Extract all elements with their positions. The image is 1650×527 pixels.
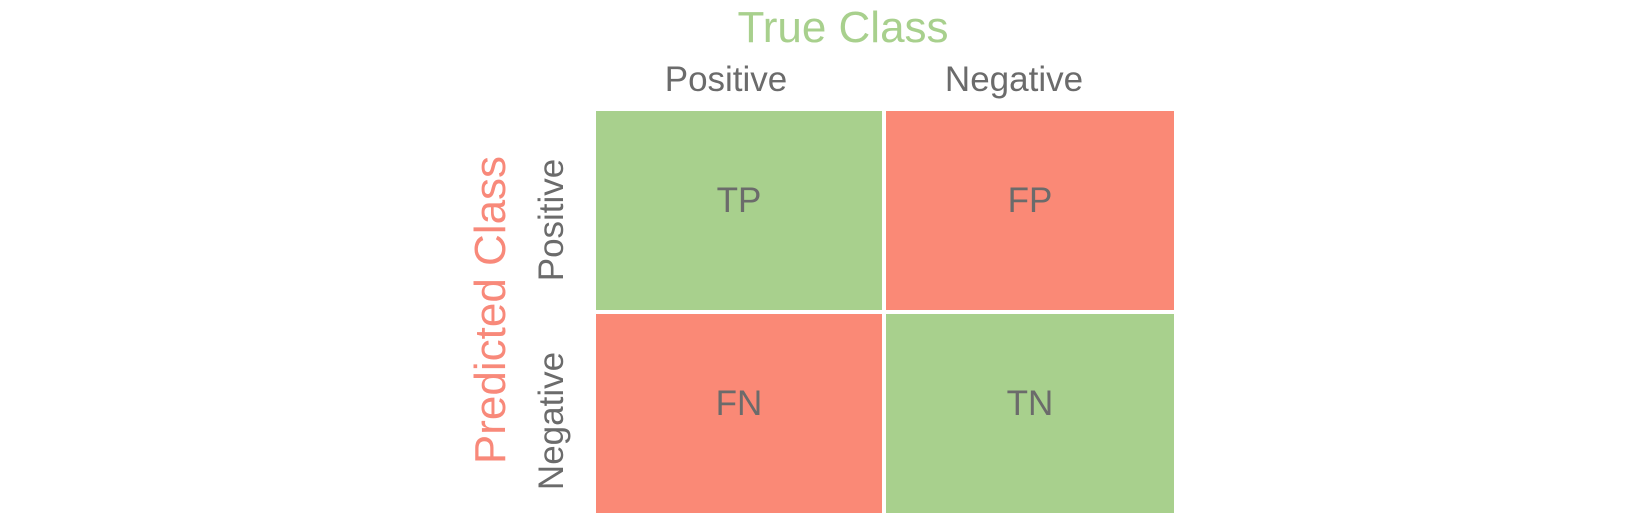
cell-true-positive: TP [596, 111, 882, 310]
cell-true-negative: TN [886, 314, 1174, 513]
cell-false-positive: FP [886, 111, 1174, 310]
true-class-title: True Class [737, 3, 949, 52]
row-header-positive: Positive [532, 158, 571, 282]
column-header-negative: Negative [944, 60, 1084, 99]
column-header-positive: Positive [664, 60, 788, 99]
predicted-class-title: Predicted Class [466, 155, 515, 465]
matrix-grid: TP FP FN TN [596, 111, 1174, 513]
cell-false-negative: FN [596, 314, 882, 513]
row-header-negative: Negative [532, 351, 571, 491]
